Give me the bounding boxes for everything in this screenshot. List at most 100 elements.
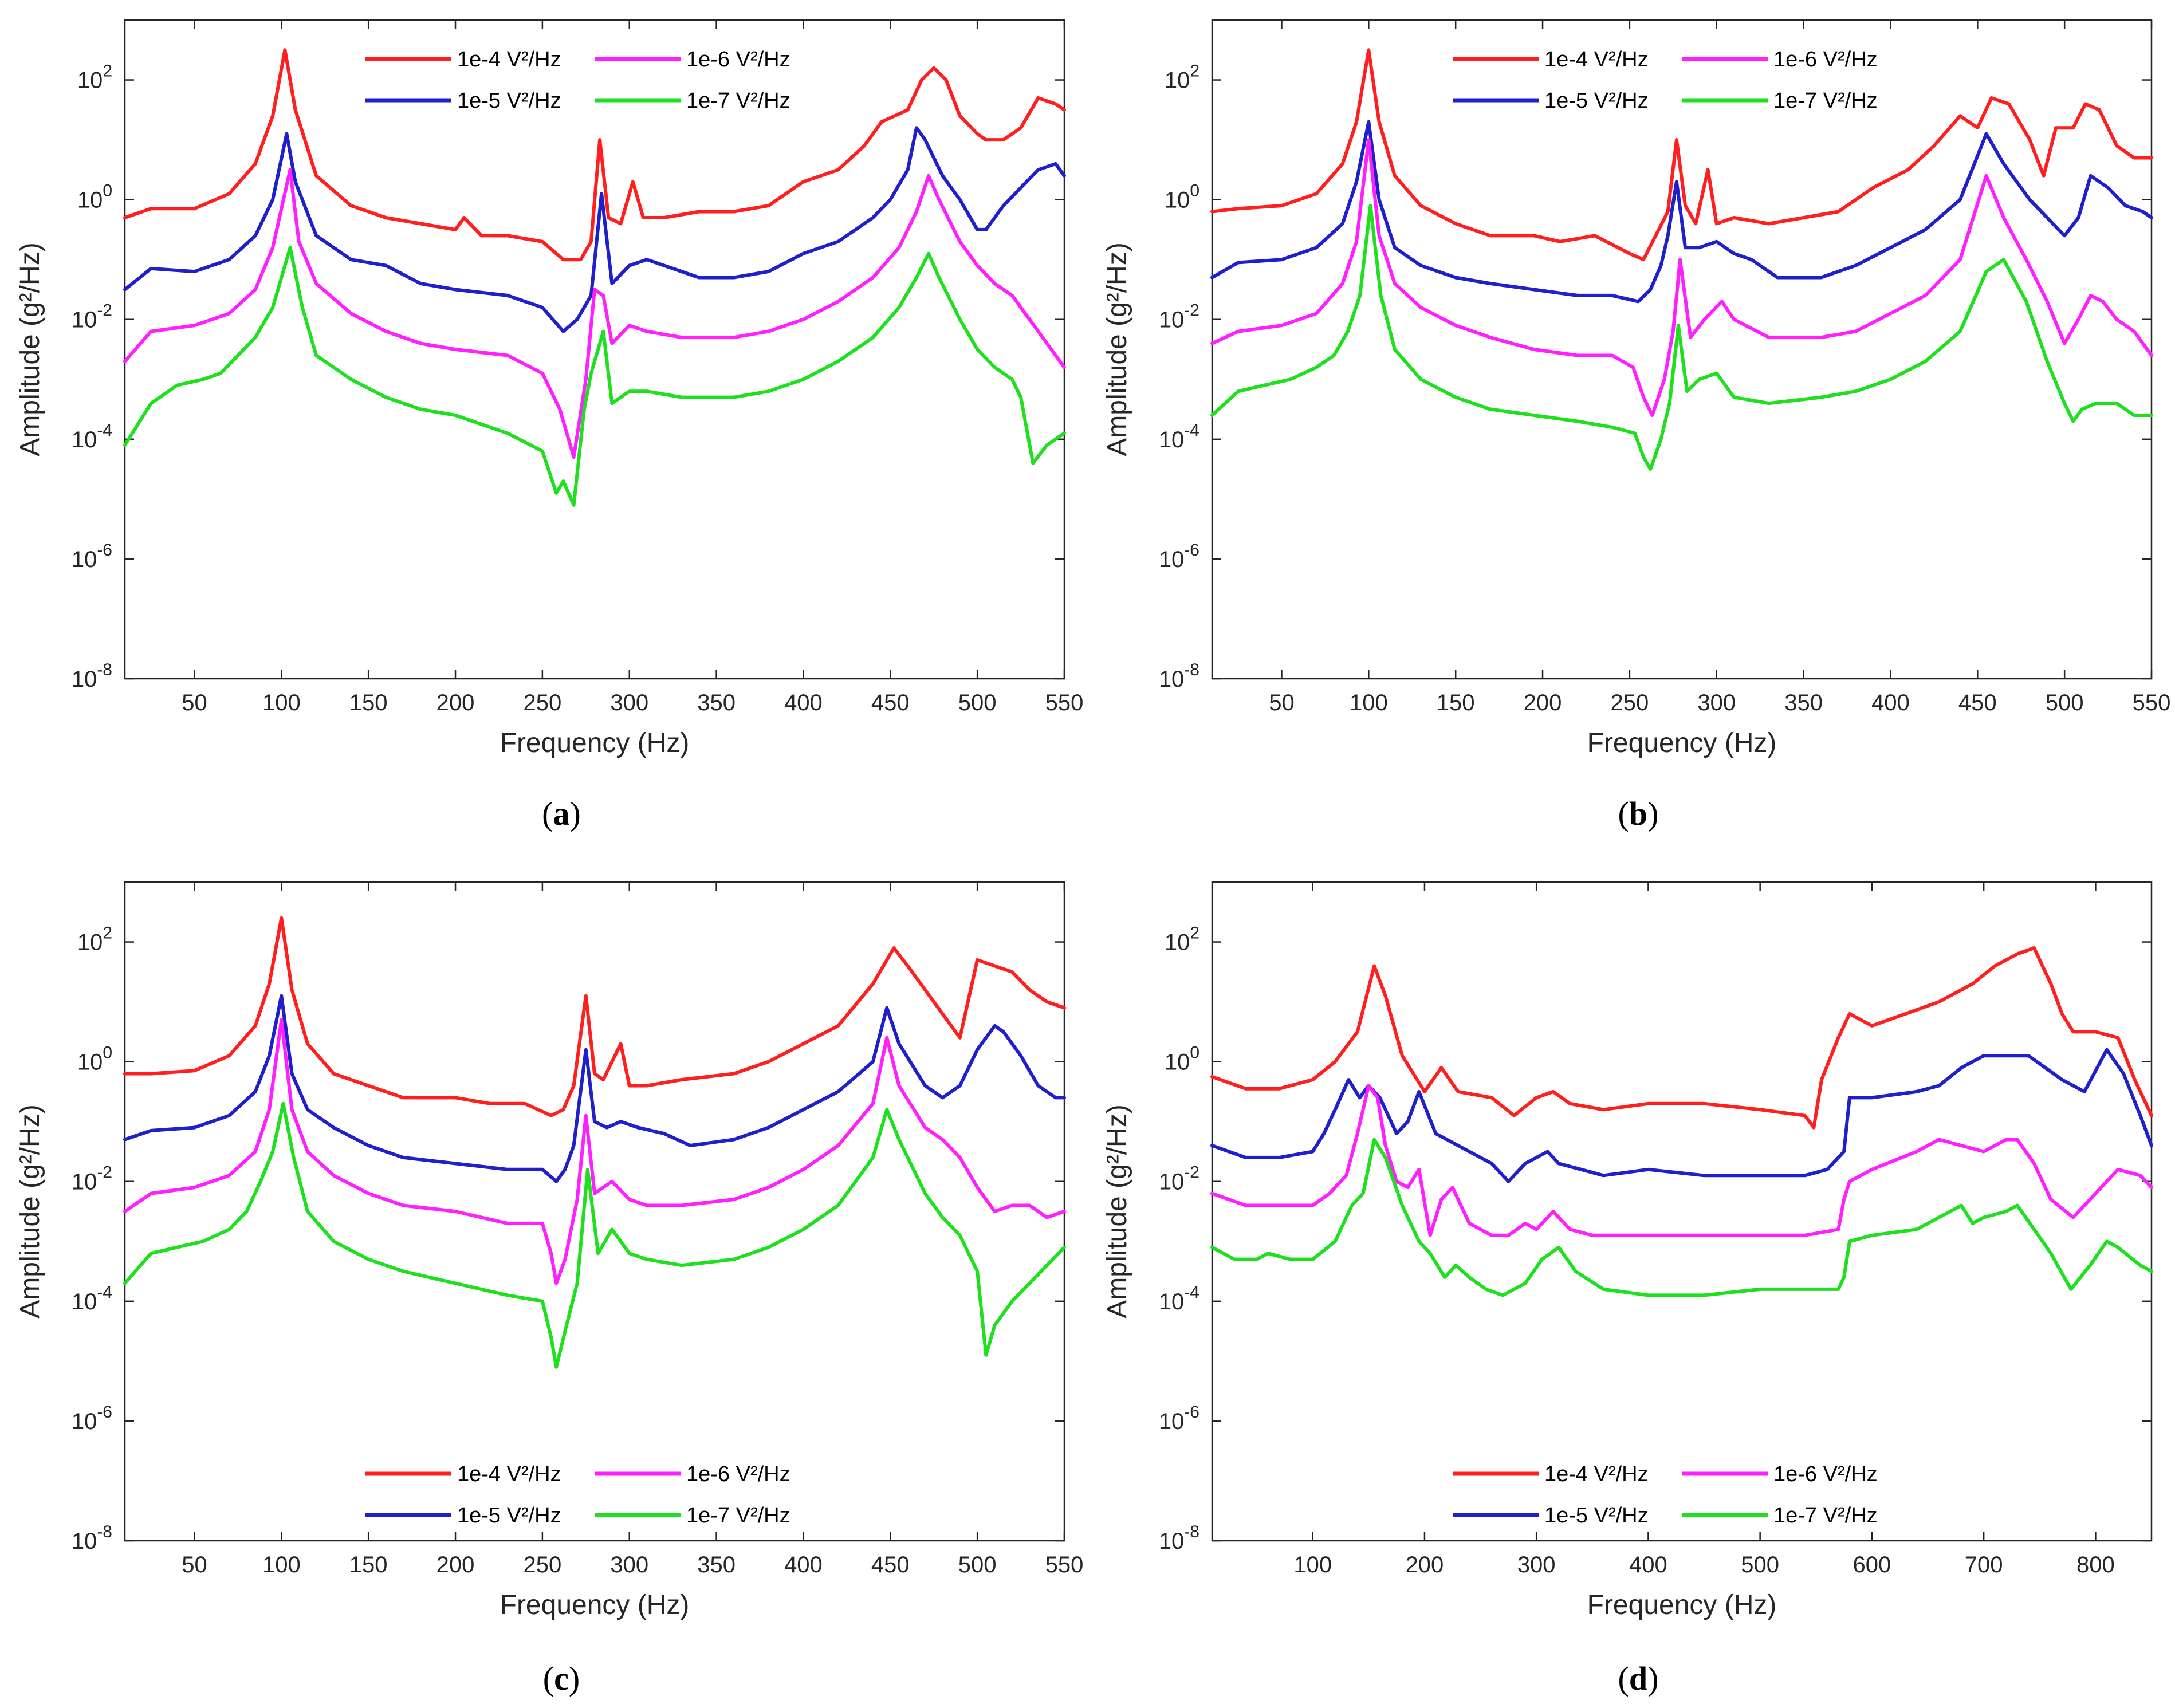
y-tick-label: 102 <box>1165 62 1199 93</box>
legend: 1e-4 V²/Hz 1e-6 V²/Hz 1e-5 V²/Hz 1e-7 V²/Hz <box>1447 1449 1911 1529</box>
series-line-1 <box>123 916 1066 1117</box>
x-tick-label: 300 <box>610 1552 648 1577</box>
x-tick-label: 50 <box>1269 690 1295 715</box>
y-tick-label: 10-8 <box>72 1522 112 1554</box>
y-axis-label: Amplitude (g²/Hz) <box>1102 1104 1132 1318</box>
y-axis-label: Amplitude (g²/Hz) <box>1102 242 1132 456</box>
y-tick-label: 10-2 <box>1159 1163 1199 1195</box>
x-tick-label: 100 <box>262 690 301 715</box>
y-tick-label: 10-2 <box>72 301 112 333</box>
series-line-2 <box>123 994 1066 1183</box>
chart-panel-c: 50 100 150 200 250 300 350 400 450 500 550 10-8 10-6… <box>15 881 1084 1697</box>
x-tick-label: 500 <box>2046 690 2084 715</box>
x-tick-label: 150 <box>1437 690 1475 715</box>
x-tick-label: 500 <box>1741 1552 1779 1577</box>
x-axis-label: Frequency (Hz) <box>1587 1590 1777 1620</box>
chart-panel-b: 50 100 150 200 250 300 350 400 450 500 550 10-8 10-6… <box>1102 19 2171 832</box>
legend-label: 1e-4 V²/Hz <box>1544 48 1649 72</box>
y-tick-label: 100 <box>1165 182 1199 213</box>
series-line-1 <box>123 48 1066 262</box>
legend-label: 1e-6 V²/Hz <box>686 1462 790 1486</box>
series-line-4 <box>123 246 1066 507</box>
legend-label: 1e-6 V²/Hz <box>686 48 790 72</box>
legend-label: 1e-5 V²/Hz <box>457 1504 561 1528</box>
panel-caption: (a) <box>542 795 581 832</box>
x-tick-label: 350 <box>697 1552 736 1577</box>
x-tick-label: 550 <box>1045 1552 1084 1577</box>
series-line-3 <box>123 1018 1066 1285</box>
panel-caption: (d) <box>1618 1660 1659 1697</box>
y-tick-label: 10-2 <box>1159 301 1199 333</box>
series-line-4 <box>1210 204 2153 471</box>
series-line-4 <box>1210 1138 2153 1297</box>
x-tick-label: 200 <box>1406 1552 1444 1577</box>
legend-label: 1e-7 V²/Hz <box>686 89 790 113</box>
x-axis-label: Frequency (Hz) <box>500 1590 690 1620</box>
legend-label: 1e-5 V²/Hz <box>457 89 561 113</box>
x-tick-label: 250 <box>1611 690 1649 715</box>
x-tick-label: 400 <box>784 1552 823 1577</box>
y-tick-label: 102 <box>77 924 112 955</box>
series-line-4 <box>123 1101 1066 1369</box>
y-tick-label: 10-6 <box>72 541 112 572</box>
y-tick-label: 102 <box>1165 924 1199 955</box>
legend: 1e-4 V²/Hz 1e-6 V²/Hz 1e-5 V²/Hz 1e-7 V²/Hz <box>1447 34 1911 115</box>
x-tick-label: 300 <box>610 690 648 715</box>
x-tick-label: 300 <box>1697 690 1736 715</box>
series-line-1 <box>1210 48 2153 262</box>
x-tick-label: 500 <box>958 690 997 715</box>
x-tick-label: 200 <box>436 690 475 715</box>
x-tick-label: 700 <box>1965 1552 2003 1577</box>
legend-label: 1e-6 V²/Hz <box>1773 1462 1878 1486</box>
y-tick-label: 10-2 <box>72 1163 112 1195</box>
panel-caption: (c) <box>543 1660 580 1697</box>
legend-label: 1e-4 V²/Hz <box>1544 1462 1649 1486</box>
legend-label: 1e-6 V²/Hz <box>1773 48 1878 72</box>
series-line-2 <box>1210 120 2153 304</box>
legend: 1e-4 V²/Hz 1e-6 V²/Hz 1e-5 V²/Hz 1e-7 V²/Hz <box>360 1449 824 1529</box>
y-tick-label: 10-4 <box>72 421 112 452</box>
y-tick-label: 10-6 <box>1159 541 1199 572</box>
axes-box <box>1211 881 2153 1542</box>
x-tick-label: 400 <box>1629 1552 1667 1577</box>
x-tick-label: 100 <box>1350 690 1388 715</box>
legend-label: 1e-5 V²/Hz <box>1544 1504 1649 1528</box>
x-tick-label: 450 <box>1958 690 1997 715</box>
axes-box <box>1211 19 2153 680</box>
legend: 1e-4 V²/Hz 1e-6 V²/Hz 1e-5 V²/Hz 1e-7 V²/Hz <box>360 34 824 115</box>
y-tick-label: 102 <box>77 62 112 93</box>
legend-label: 1e-7 V²/Hz <box>686 1504 790 1528</box>
x-tick-label: 400 <box>784 690 823 715</box>
x-tick-label: 300 <box>1517 1552 1556 1577</box>
x-tick-label: 250 <box>524 690 562 715</box>
x-tick-label: 200 <box>1524 690 1562 715</box>
x-tick-label: 600 <box>1853 1552 1891 1577</box>
x-tick-label: 150 <box>349 1552 388 1577</box>
x-tick-label: 350 <box>697 690 736 715</box>
series-line-2 <box>123 126 1066 333</box>
x-tick-label: 150 <box>349 690 388 715</box>
series-line-1 <box>1210 946 2153 1130</box>
series-line-3 <box>1210 138 2153 417</box>
x-tick-label: 450 <box>871 1552 910 1577</box>
x-tick-label: 400 <box>1871 690 1910 715</box>
y-tick-label: 10-6 <box>1159 1403 1199 1434</box>
x-tick-label: 800 <box>2076 1552 2115 1577</box>
y-tick-label: 10-8 <box>1159 1522 1199 1554</box>
legend-label: 1e-5 V²/Hz <box>1544 89 1649 113</box>
y-tick-label: 10-4 <box>72 1283 112 1315</box>
x-tick-label: 550 <box>2133 690 2171 715</box>
x-tick-label: 250 <box>524 1552 562 1577</box>
x-axis-label: Frequency (Hz) <box>1587 728 1777 758</box>
chart-panel-a: 50 100 150 200 250 300 350 400 450 500 550 10-8 10-6… <box>15 19 1083 832</box>
x-tick-label: 500 <box>958 1552 997 1577</box>
x-tick-label: 350 <box>1784 690 1823 715</box>
legend-label: 1e-4 V²/Hz <box>457 1462 561 1486</box>
y-tick-label: 10-4 <box>1159 421 1199 452</box>
panel-caption: (b) <box>1618 795 1659 832</box>
y-tick-label: 10-4 <box>1159 1283 1199 1315</box>
x-tick-label: 200 <box>436 1552 475 1577</box>
axes-box <box>124 19 1065 680</box>
y-axis-label: Amplitude (g²/Hz) <box>15 1104 45 1318</box>
